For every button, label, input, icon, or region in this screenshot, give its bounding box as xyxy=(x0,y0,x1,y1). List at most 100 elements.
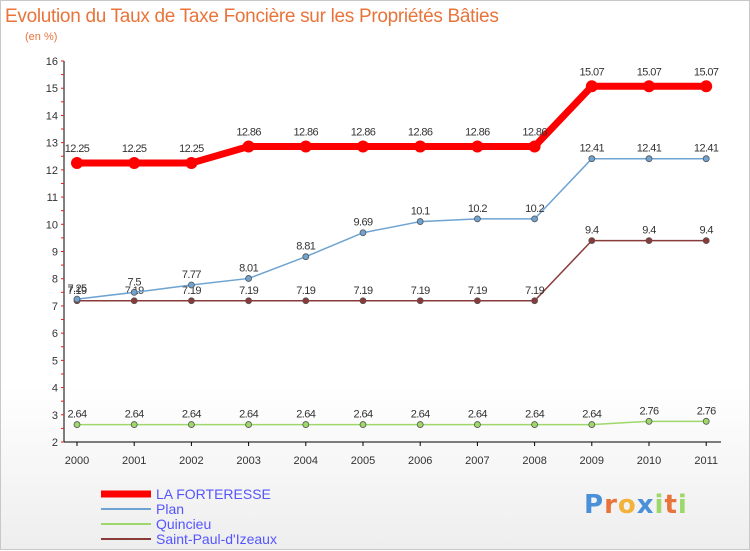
x-tick-label: 2006 xyxy=(408,455,432,467)
data-label: 2.64 xyxy=(125,409,144,421)
data-point xyxy=(128,157,141,170)
data-point xyxy=(414,140,427,153)
series-line xyxy=(77,420,707,426)
x-tick-label: 2007 xyxy=(465,455,489,467)
series-saint-paul-d-izeaux: 7.197.197.197.197.197.197.197.197.199.49… xyxy=(67,225,714,305)
data-point xyxy=(531,421,538,428)
data-point xyxy=(416,421,424,428)
legend-label: LA FORTERESSE xyxy=(156,486,271,502)
data-label: 7.19 xyxy=(67,285,86,297)
data-point xyxy=(187,281,195,289)
data-point xyxy=(185,157,198,170)
data-point xyxy=(645,155,653,163)
legend-label: Saint-Paul-d'Izeaux xyxy=(156,531,277,547)
data-label: 12.86 xyxy=(408,126,433,138)
data-point xyxy=(359,421,367,428)
data-label: 7.19 xyxy=(468,285,487,297)
data-label: 9.4 xyxy=(699,225,713,237)
data-label: 7.19 xyxy=(239,285,258,297)
data-point xyxy=(645,237,653,245)
logo-letter: r xyxy=(604,490,618,520)
data-label: 2.64 xyxy=(411,409,430,421)
series-quincieu: 2.64 2.64 2.64 2.64 2.64 2.64 2.64 2.64 2.64 2.64… xyxy=(67,405,717,428)
data-label: 2.64 xyxy=(239,409,258,421)
data-point xyxy=(473,421,481,428)
data-point xyxy=(130,421,138,428)
data-point xyxy=(302,297,310,305)
logo-letter: i xyxy=(677,490,688,520)
x-tick-label: 2008 xyxy=(522,455,546,467)
data-label: 12.86 xyxy=(465,126,490,138)
y-tick-label: 7 xyxy=(52,301,58,313)
data-label: 2.64 xyxy=(468,409,487,421)
data-label: 12.41 xyxy=(580,143,605,155)
series-line xyxy=(76,157,707,300)
data-point xyxy=(645,417,653,425)
data-point xyxy=(588,421,596,428)
data-label: 2.64 xyxy=(582,409,601,421)
data-point xyxy=(245,275,253,282)
logo-letter: t xyxy=(664,490,678,520)
chart-subtitle: (en %) xyxy=(25,31,58,43)
y-tick-label: 9 xyxy=(52,247,58,259)
data-label: 12.41 xyxy=(694,143,719,155)
logo-letter: i xyxy=(654,490,665,520)
data-label: 9.4 xyxy=(585,225,599,237)
data-label: 12.86 xyxy=(522,126,547,138)
data-label: 7.19 xyxy=(411,285,430,297)
data-point xyxy=(471,140,484,153)
data-label: 2.64 xyxy=(525,409,544,421)
data-point xyxy=(357,140,369,153)
data-point xyxy=(130,297,138,305)
x-tick-label: 2009 xyxy=(580,455,604,467)
data-point xyxy=(130,288,138,296)
data-point xyxy=(531,215,538,223)
data-point xyxy=(416,297,424,305)
data-point xyxy=(245,297,253,305)
data-label: 8.01 xyxy=(239,262,258,274)
data-label: 7.19 xyxy=(353,285,372,297)
data-label: 2.64 xyxy=(182,409,201,421)
logo-letter: P xyxy=(584,490,605,520)
axes: 2 3 4 5 6 7 8 9 10 11 12 13 14 15 16 2000 2001 2002 2003 20… xyxy=(46,56,721,467)
data-point xyxy=(702,417,710,425)
legend: LA FORTERESSEPlanQuincieuSaint-Paul-d'Iz… xyxy=(101,486,277,547)
data-point xyxy=(473,215,481,223)
data-point xyxy=(187,421,195,428)
data-label: 7.77 xyxy=(182,269,201,281)
x-tick-label: 2005 xyxy=(351,455,375,467)
chart-title: Evolution du Taux de Taxe Foncière sur l… xyxy=(5,6,499,27)
series-plan: 7.25 7.5 7.77 8.01 8.81 9.69 10.1 10.2 10.2 12.41… xyxy=(67,143,720,303)
data-label: 12.86 xyxy=(236,126,261,138)
data-point xyxy=(416,218,424,225)
data-point xyxy=(71,157,83,170)
data-point xyxy=(73,295,81,303)
data-point xyxy=(359,229,367,237)
data-label: 15.07 xyxy=(694,66,719,78)
data-point xyxy=(299,140,312,153)
y-tick-label: 16 xyxy=(46,56,58,68)
x-tick-label: 2004 xyxy=(294,455,318,467)
data-point xyxy=(302,421,310,428)
data-point xyxy=(588,237,596,245)
data-label: 12.25 xyxy=(179,143,204,155)
x-tick-label: 2011 xyxy=(694,455,718,467)
data-point xyxy=(643,80,655,93)
x-tick-label: 2002 xyxy=(179,455,203,467)
data-point xyxy=(528,140,541,153)
series-la-forteresse: 12.25 12.25 12.25 12.86 12.86 12.86 12.86 12.86… xyxy=(65,66,720,170)
data-label: 2.64 xyxy=(67,409,86,421)
y-tick-label: 8 xyxy=(52,274,58,286)
logo-letter: x xyxy=(636,490,655,520)
data-label: 7.19 xyxy=(296,285,315,297)
data-point xyxy=(359,297,367,305)
data-point xyxy=(73,421,81,428)
data-label: 15.07 xyxy=(637,66,662,78)
x-tick-label: 2001 xyxy=(122,455,146,467)
data-label: 15.07 xyxy=(580,66,605,78)
data-label: 10.2 xyxy=(525,203,544,215)
legend-label: Quincieu xyxy=(156,516,211,532)
data-label: 2.64 xyxy=(296,409,315,421)
data-label: 8.81 xyxy=(296,241,315,253)
